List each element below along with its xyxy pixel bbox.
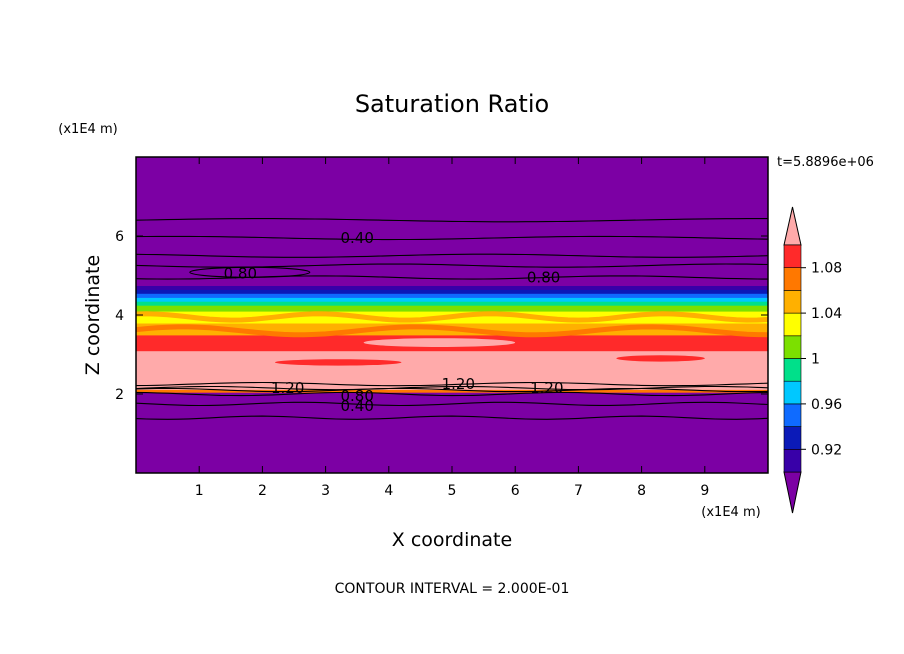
contour-line — [136, 253, 768, 258]
contour-line — [136, 385, 768, 391]
colorbar-tick-label: 1.04 — [811, 306, 842, 322]
contour-line — [189, 266, 311, 278]
band-wave — [136, 324, 768, 338]
x-tick-label: 3 — [321, 483, 330, 499]
colorbar-extend-top — [783, 206, 802, 246]
band-patch — [616, 355, 705, 362]
colorbar-swatch — [783, 358, 802, 382]
band-10 — [136, 289, 768, 294]
contour-line — [136, 401, 768, 407]
colorbar-swatch — [783, 335, 802, 359]
y-axis-label: Z coordinate — [82, 255, 104, 375]
contour-line — [136, 235, 768, 241]
colorbar-swatch — [783, 244, 802, 269]
contour-label: 1.20 — [271, 379, 304, 397]
contour-line — [136, 391, 768, 397]
color-bands — [136, 157, 768, 473]
contour-label: 1.20 — [530, 379, 563, 397]
colorbar-swatch — [783, 448, 802, 473]
y-axis-ticks: 2 4 6 — [115, 229, 768, 403]
colorbar-tick-label: 0.96 — [811, 397, 842, 413]
contour-lines — [136, 218, 768, 420]
contour-line — [136, 415, 768, 420]
x-tick-label: 9 — [700, 483, 709, 499]
colorbar-extend-bottom — [783, 471, 802, 514]
plot-area: 0.400.80 0.801.20 1.20 1.200.800.40 — [136, 157, 768, 473]
x-tick-label: 8 — [637, 483, 646, 499]
band-patch — [275, 359, 402, 366]
contour-label: 0.40 — [340, 397, 373, 415]
band-1 — [136, 389, 768, 393]
contour-label: 0.80 — [340, 387, 373, 405]
x-axis-ticks: 1 2 3 4 5 6 7 8 9 — [195, 157, 709, 499]
x-tick-label: 4 — [384, 483, 393, 499]
colorbar: 0.92 0.96 1 1.04 1.08 — [783, 206, 842, 514]
y-unit-label: (x1E4 m) — [58, 122, 117, 137]
contour-labels: 0.400.80 0.801.20 1.20 1.200.800.40 — [224, 229, 564, 415]
band-9 — [136, 293, 768, 298]
x-tick-label: 7 — [574, 483, 583, 499]
contour-label: 0.80 — [527, 269, 560, 287]
y-tick-label: 4 — [115, 308, 124, 324]
time-label: t=5.8896e+06 — [777, 155, 874, 170]
x-tick-label: 6 — [511, 483, 520, 499]
colorbar-swatch — [783, 426, 802, 450]
colorbar-swatch — [783, 380, 802, 405]
contour-line — [136, 381, 768, 387]
contour-interval-note: CONTOUR INTERVAL = 2.000E-01 — [335, 581, 570, 597]
x-axis-label: X coordinate — [392, 529, 512, 551]
band-6 — [136, 305, 768, 312]
x-tick-label: 1 — [195, 483, 204, 499]
colorbar-tick-label: 1 — [811, 352, 820, 368]
x-tick-label: 5 — [448, 483, 457, 499]
band-11 — [136, 285, 768, 290]
band-patch — [477, 362, 579, 371]
y-tick-label: 2 — [115, 387, 124, 403]
band-7 — [136, 301, 768, 306]
colorbar-swatch — [783, 403, 802, 427]
band-0 — [136, 392, 768, 473]
chart-title: Saturation Ratio — [355, 90, 549, 118]
x-tick-label: 2 — [258, 483, 267, 499]
colorbar-swatch — [783, 290, 802, 314]
band-patch — [142, 366, 257, 375]
contour-line — [136, 218, 768, 223]
band-patch — [205, 336, 320, 345]
x-unit-label: (x1E4 m) — [701, 505, 760, 520]
band-8 — [136, 297, 768, 302]
colorbar-swatch — [783, 267, 802, 291]
colorbar-tick-label: 0.92 — [811, 442, 842, 458]
contour-label: 1.20 — [442, 375, 475, 393]
contour-label: 0.40 — [340, 229, 373, 247]
band-wave — [136, 311, 768, 323]
contour-label: 0.80 — [224, 265, 257, 283]
contour-line — [136, 387, 768, 393]
band-patch — [363, 338, 516, 347]
colorbar-tick-label: 1.08 — [811, 261, 842, 277]
y-tick-label: 6 — [115, 229, 124, 245]
colorbar-swatch — [783, 312, 802, 337]
